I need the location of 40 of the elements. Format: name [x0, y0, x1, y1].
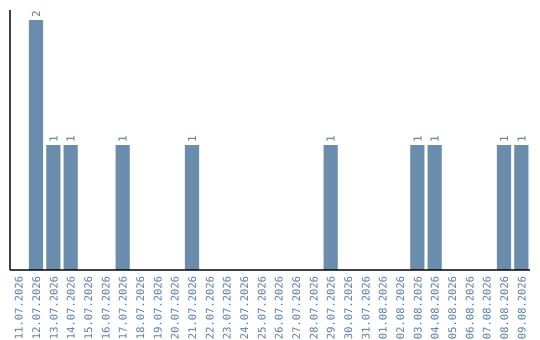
- data-label: 1: [411, 135, 424, 142]
- x-tick-label: 09.08.2026: [516, 276, 528, 340]
- data-label: 1: [498, 135, 511, 142]
- x-tick-label: 30.07.2026: [343, 276, 355, 340]
- x-tick-label: 18.07.2026: [135, 276, 147, 340]
- x-tick-label: 04.08.2026: [430, 276, 442, 340]
- x-tick-label: 08.08.2026: [499, 276, 511, 340]
- data-label: 1: [515, 135, 528, 142]
- x-tick-label: 24.07.2026: [239, 276, 251, 340]
- data-label: 1: [64, 135, 78, 142]
- x-tick-label: 01.08.2026: [378, 276, 390, 340]
- x-tick-label: 02.08.2026: [395, 276, 407, 340]
- x-tick-label: 27.07.2026: [291, 276, 303, 340]
- x-tick-label: 13.07.2026: [48, 276, 60, 340]
- data-label: 1: [47, 135, 60, 142]
- data-label: 1: [116, 135, 130, 142]
- x-tick-label: 19.07.2026: [152, 276, 164, 340]
- x-tick-label: 12.07.2026: [31, 276, 43, 340]
- x-tick-label: 22.07.2026: [204, 276, 216, 340]
- x-tick-label: 21.07.2026: [187, 276, 199, 340]
- data-label: 1: [186, 135, 199, 142]
- x-tick-label: 26.07.2026: [274, 276, 286, 340]
- x-tick-label: 03.08.2026: [412, 276, 424, 340]
- x-tick-label: 23.07.2026: [222, 276, 234, 340]
- x-tick-label: 29.07.2026: [326, 276, 338, 340]
- x-tick-label: 15.07.2026: [83, 276, 95, 340]
- x-tick-label: 17.07.2026: [118, 276, 130, 340]
- data-label: 1: [324, 135, 338, 142]
- x-tick-label: 05.08.2026: [447, 276, 459, 340]
- x-tick-label: 06.08.2026: [464, 276, 476, 340]
- x-tick-label: 25.07.2026: [256, 276, 268, 340]
- x-tick-label: 11.07.2026: [14, 276, 26, 340]
- x-tick-label: 28.07.2026: [308, 276, 320, 340]
- data-label: 2: [30, 10, 43, 17]
- x-tick-label: 07.08.2026: [482, 276, 494, 340]
- x-tick-label: 16.07.2026: [100, 276, 112, 340]
- data-label: 1: [428, 135, 442, 142]
- x-tick-label: 31.07.2026: [360, 276, 372, 340]
- x-tick-label: 14.07.2026: [66, 276, 78, 340]
- x-tick-label: 20.07.2026: [170, 276, 182, 340]
